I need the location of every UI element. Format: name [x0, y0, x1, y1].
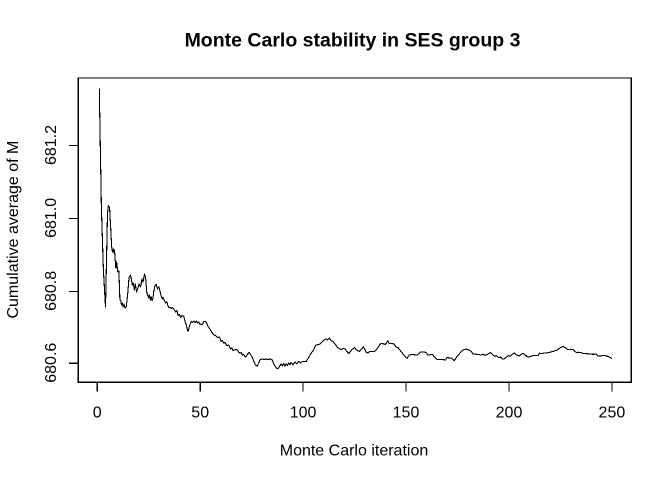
svg-text:Monte Carlo stability in SES g: Monte Carlo stability in SES group 3 [185, 30, 521, 52]
svg-text:680.8: 680.8 [43, 271, 60, 311]
svg-text:681.2: 681.2 [43, 125, 60, 165]
svg-text:100: 100 [290, 404, 317, 421]
svg-text:150: 150 [393, 404, 420, 421]
svg-text:200: 200 [496, 404, 523, 421]
svg-text:50: 50 [191, 404, 209, 421]
svg-text:0: 0 [93, 404, 102, 421]
svg-text:Cumulative average of M: Cumulative average of M [5, 141, 22, 319]
svg-text:Monte Carlo iteration: Monte Carlo iteration [280, 443, 429, 460]
svg-text:681.0: 681.0 [43, 198, 60, 238]
svg-text:250: 250 [599, 404, 626, 421]
svg-text:680.6: 680.6 [43, 343, 60, 383]
